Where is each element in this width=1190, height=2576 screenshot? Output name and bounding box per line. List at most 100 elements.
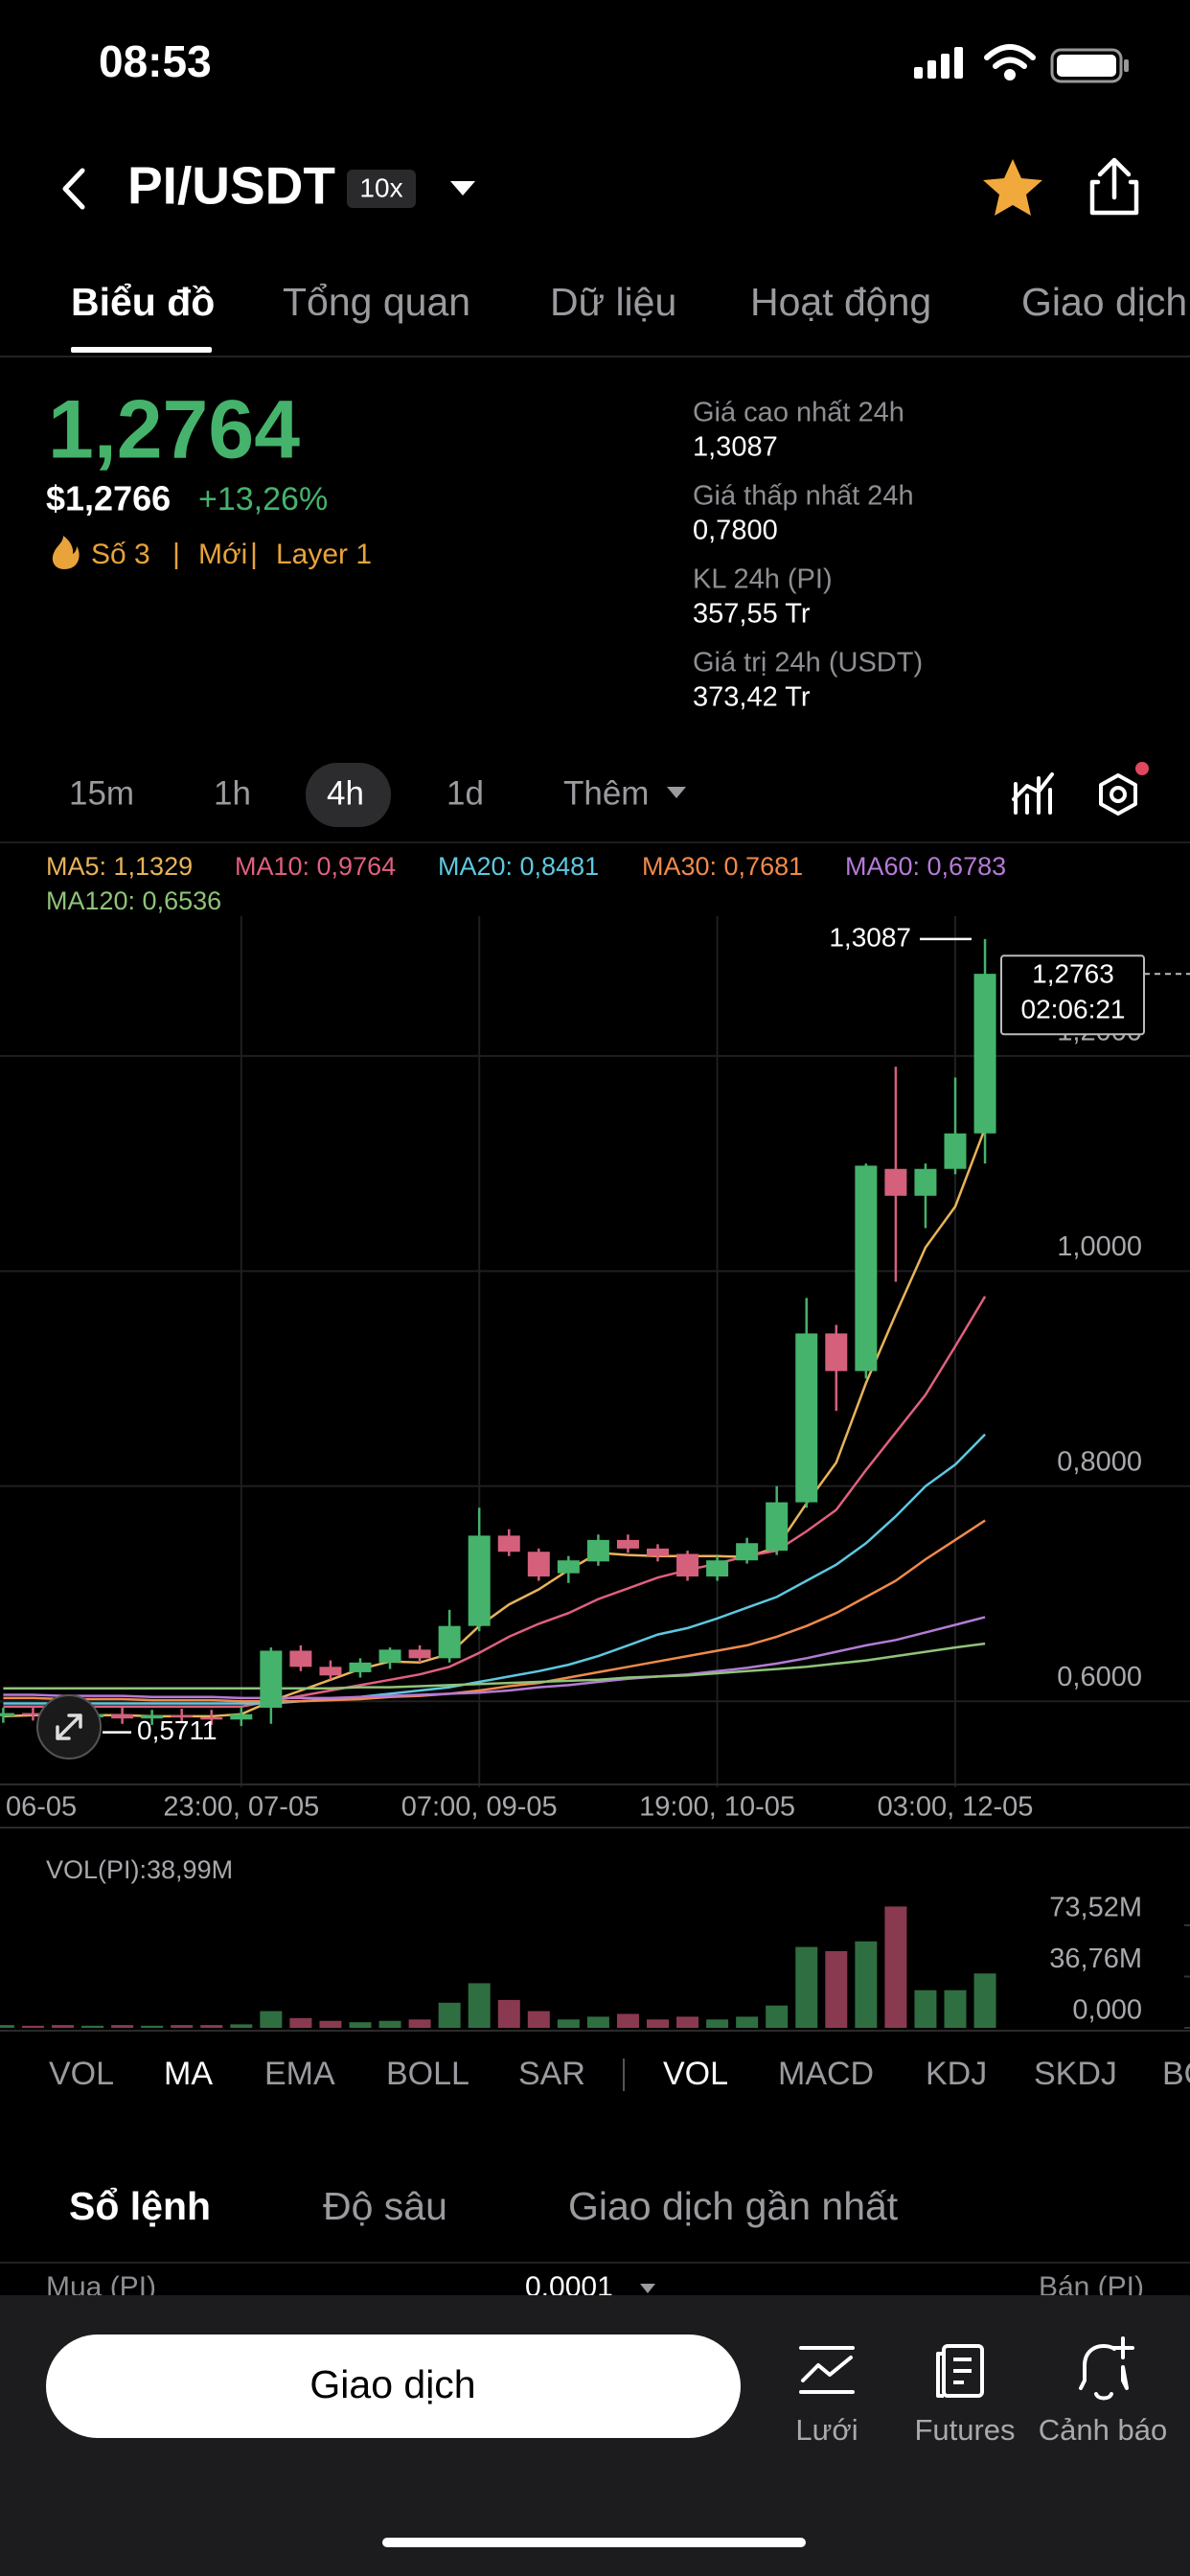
- grid-bot-icon[interactable]: [799, 2346, 855, 2394]
- volume-bar: [944, 1990, 967, 2028]
- candle-body: [0, 1713, 14, 1716]
- volume-bar: [378, 2020, 401, 2028]
- tab[interactable]: Giao dịch: [1021, 280, 1187, 324]
- volume-panel: VOL(PI):38,99M 0,000 36,76M 73,52M: [0, 1855, 1190, 2029]
- action-label[interactable]: Lưới: [795, 2413, 858, 2447]
- tag: Layer 1: [276, 539, 372, 570]
- leverage-badge: [347, 170, 416, 208]
- volume-bar: [349, 2022, 372, 2028]
- more-dropdown[interactable]: [667, 787, 686, 798]
- trade-button[interactable]: [46, 2334, 741, 2438]
- indicator[interactable]: MACD: [778, 2056, 874, 2092]
- interval[interactable]: 1d: [446, 774, 484, 812]
- back-button[interactable]: [62, 168, 85, 210]
- wifi-icon: [984, 44, 1036, 80]
- candle-body: [111, 1714, 134, 1719]
- volume-bar: [586, 2016, 609, 2028]
- home-indicator: [382, 2538, 806, 2547]
- interval[interactable]: Thêm: [563, 774, 649, 812]
- signal-icon: [914, 47, 963, 79]
- candle-body: [200, 1717, 223, 1720]
- stats: Giá cao nhất 24h 1,3087 Giá thấp nhất 24h 0…: [693, 398, 923, 713]
- settings-button[interactable]: [1099, 762, 1149, 816]
- volume-tick-label: 73,52M: [1049, 1893, 1142, 1923]
- tab[interactable]: Hoạt động: [750, 280, 931, 324]
- leverage-text: 10x: [359, 172, 402, 202]
- y-tick-label: 0,6000: [1057, 1662, 1142, 1692]
- bottom-actions: Lưới Futures Cảnh báo: [795, 2413, 1167, 2447]
- tab[interactable]: Biểu đồ: [71, 280, 215, 324]
- trade-button-label[interactable]: Giao dịch: [309, 2362, 475, 2406]
- indicator[interactable]: SKDJ: [1034, 2056, 1117, 2092]
- volume-bar: [171, 2025, 194, 2028]
- volume-bar: [736, 2016, 759, 2028]
- usd-price: $1,2766: [46, 479, 171, 518]
- candle-body: [586, 1539, 609, 1562]
- indicator[interactable]: VOL: [49, 2056, 114, 2092]
- volume-bar: [914, 1990, 937, 2028]
- order-book-tabs: Sổ lệnh Độ sâu Giao dịch gần nhất: [69, 2184, 899, 2228]
- candle-body: [706, 1560, 729, 1577]
- candle-body: [497, 1535, 520, 1552]
- volume-bar: [855, 1941, 878, 2028]
- candles: [0, 938, 996, 1733]
- candle-body: [378, 1649, 401, 1663]
- indicator[interactable]: MA: [164, 2056, 213, 2092]
- stat-value: 1,3087: [693, 432, 778, 463]
- futures-icon[interactable]: [936, 2344, 984, 2398]
- indicator[interactable]: KDJ: [926, 2056, 987, 2092]
- action-label[interactable]: Futures: [914, 2413, 1015, 2447]
- current-price-box: [1000, 954, 1145, 1036]
- precision-dropdown[interactable]: [640, 2284, 655, 2293]
- indicator[interactable]: EMA: [264, 2056, 335, 2092]
- hot-icon: [52, 536, 80, 569]
- favorite-star[interactable]: [983, 159, 1042, 216]
- candle-body: [171, 1714, 194, 1718]
- indicator[interactable]: VOL: [663, 2056, 728, 2092]
- stat-label: KL 24h (PI): [693, 564, 833, 595]
- pair-title[interactable]: PI/USDT: [127, 156, 335, 216]
- fullscreen-button[interactable]: [36, 1694, 102, 1760]
- candle-body: [647, 1548, 669, 1556]
- candle-body: [944, 1133, 967, 1169]
- interval[interactable]: 4h: [327, 774, 364, 812]
- low-label: 0,5711: [137, 1715, 217, 1745]
- candle-body: [230, 1714, 253, 1720]
- candle-body: [319, 1667, 342, 1676]
- pair-dropdown[interactable]: [450, 181, 475, 196]
- share-button[interactable]: [1089, 157, 1139, 216]
- indicator[interactable]: SAR: [518, 2056, 585, 2092]
- legend-entry: MA30: 0,7681: [642, 852, 803, 881]
- interval[interactable]: 15m: [69, 774, 134, 812]
- stat-value: 0,7800: [693, 516, 778, 546]
- candle-body: [527, 1552, 550, 1577]
- ma-line: [3, 1616, 986, 1700]
- volume-tick-label: 0,000: [1072, 1995, 1142, 2026]
- tab[interactable]: Dữ liệu: [550, 280, 676, 324]
- indicator-button[interactable]: [1012, 772, 1054, 815]
- indicator[interactable]: BOLL: [1162, 2056, 1190, 2092]
- alert-icon[interactable]: [1079, 2336, 1134, 2401]
- active-tab-indicator: [71, 347, 212, 353]
- candle-body: [349, 1662, 372, 1672]
- order-book-tab[interactable]: Độ sâu: [323, 2184, 447, 2228]
- volume-bar: [0, 2025, 14, 2028]
- volume-bar: [825, 1950, 848, 2028]
- tab[interactable]: Tổng quan: [283, 280, 470, 324]
- volume-bar: [230, 2024, 253, 2028]
- volume-bar: [766, 2005, 789, 2028]
- order-book-tab[interactable]: Giao dịch gần nhất: [568, 2184, 899, 2228]
- action-label[interactable]: Cảnh báo: [1039, 2413, 1167, 2447]
- indicator[interactable]: BOLL: [386, 2056, 469, 2092]
- interval[interactable]: 1h: [214, 774, 251, 812]
- order-book-tab[interactable]: Sổ lệnh: [69, 2184, 211, 2228]
- intervals: 15m 1h 4h 1d Thêm: [69, 774, 649, 812]
- x-tick-label: 03:00, 12-05: [878, 1792, 1034, 1823]
- candle-body: [914, 1168, 937, 1196]
- candle-body: [825, 1333, 848, 1371]
- x-tick-label: 06-05: [6, 1792, 77, 1823]
- volume-tick-label: 36,76M: [1049, 1944, 1142, 1974]
